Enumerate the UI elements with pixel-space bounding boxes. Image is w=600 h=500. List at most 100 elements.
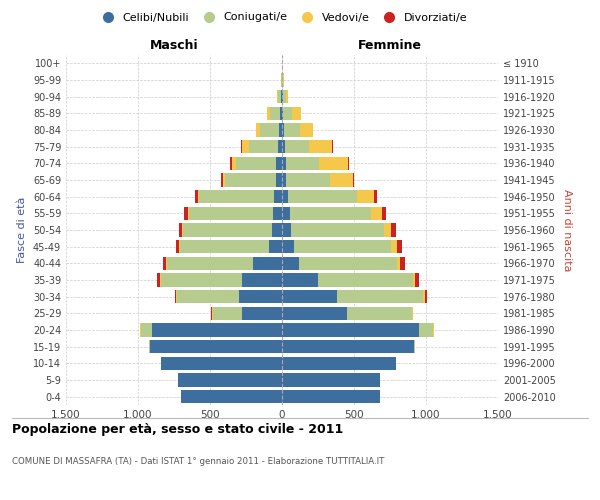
Bar — [290, 224, 384, 236]
Bar — [280, 106, 282, 120]
Bar — [283, 74, 284, 86]
Bar — [282, 90, 283, 104]
Bar — [384, 224, 391, 236]
Bar — [282, 274, 318, 286]
Bar — [141, 324, 152, 336]
Bar — [286, 90, 289, 104]
Bar — [180, 240, 269, 254]
Bar — [236, 156, 276, 170]
Bar — [337, 290, 423, 304]
Bar — [166, 256, 167, 270]
Bar — [278, 140, 282, 153]
Bar — [282, 356, 396, 370]
Bar — [374, 190, 377, 203]
Bar — [267, 106, 270, 120]
Bar — [177, 290, 239, 304]
Bar — [283, 90, 286, 104]
Bar — [269, 240, 282, 254]
Bar — [282, 190, 288, 203]
Bar — [284, 124, 300, 136]
Bar — [282, 206, 290, 220]
Bar — [293, 240, 391, 254]
Bar — [433, 324, 434, 336]
Bar — [347, 306, 412, 320]
Bar — [241, 140, 242, 153]
Bar — [288, 190, 357, 203]
Text: Popolazione per età, sesso e stato civile - 2011: Popolazione per età, sesso e stato civil… — [12, 422, 343, 436]
Bar — [175, 290, 176, 304]
Bar — [239, 290, 282, 304]
Bar — [274, 190, 282, 203]
Bar — [286, 174, 329, 186]
Text: Femmine: Femmine — [358, 38, 422, 52]
Bar — [225, 174, 275, 186]
Bar — [277, 90, 278, 104]
Bar — [282, 156, 286, 170]
Bar — [318, 274, 413, 286]
Text: Maschi: Maschi — [149, 38, 199, 52]
Bar — [182, 224, 272, 236]
Bar — [184, 206, 188, 220]
Bar — [357, 190, 374, 203]
Bar — [282, 240, 293, 254]
Bar — [140, 324, 141, 336]
Bar — [272, 224, 282, 236]
Bar — [161, 356, 282, 370]
Bar — [332, 140, 333, 153]
Bar — [282, 256, 299, 270]
Bar — [181, 390, 282, 404]
Bar — [292, 106, 301, 120]
Bar — [242, 306, 282, 320]
Legend: Celibi/Nubili, Coniugati/e, Vedovi/e, Divorziati/e: Celibi/Nubili, Coniugati/e, Vedovi/e, Di… — [92, 8, 472, 27]
Bar — [163, 256, 166, 270]
Bar — [347, 156, 349, 170]
Bar — [423, 290, 425, 304]
Bar — [198, 190, 199, 203]
Bar — [152, 324, 282, 336]
Bar — [282, 340, 415, 353]
Bar — [397, 256, 400, 270]
Bar — [272, 206, 282, 220]
Bar — [290, 206, 371, 220]
Bar — [413, 274, 415, 286]
Bar — [282, 290, 337, 304]
Bar — [282, 374, 380, 386]
Bar — [382, 206, 386, 220]
Bar — [299, 256, 397, 270]
Bar — [412, 306, 413, 320]
Bar — [256, 124, 260, 136]
Bar — [213, 306, 242, 320]
Bar — [281, 74, 282, 86]
Bar — [281, 90, 282, 104]
Bar — [276, 156, 282, 170]
Bar — [199, 190, 274, 203]
Bar — [179, 240, 180, 254]
Bar — [161, 274, 242, 286]
Bar — [329, 174, 353, 186]
Bar — [282, 306, 347, 320]
Bar — [278, 90, 281, 104]
Bar — [149, 340, 282, 353]
Bar — [232, 156, 236, 170]
Bar — [253, 256, 282, 270]
Bar — [282, 390, 380, 404]
Bar — [230, 156, 232, 170]
Bar — [400, 256, 405, 270]
Bar — [260, 124, 279, 136]
Bar — [176, 290, 177, 304]
Bar — [223, 174, 225, 186]
Y-axis label: Fasce di età: Fasce di età — [17, 197, 27, 263]
Bar — [397, 240, 401, 254]
Bar — [282, 224, 290, 236]
Bar — [279, 124, 282, 136]
Bar — [270, 106, 280, 120]
Bar — [160, 274, 161, 286]
Bar — [176, 240, 179, 254]
Bar — [282, 174, 286, 186]
Bar — [282, 124, 284, 136]
Text: COMUNE DI MASSAFRA (TA) - Dati ISTAT 1° gennaio 2011 - Elaborazione TUTTITALIA.I: COMUNE DI MASSAFRA (TA) - Dati ISTAT 1° … — [12, 458, 385, 466]
Bar — [391, 240, 397, 254]
Bar — [282, 140, 285, 153]
Bar — [211, 306, 212, 320]
Bar — [179, 224, 182, 236]
